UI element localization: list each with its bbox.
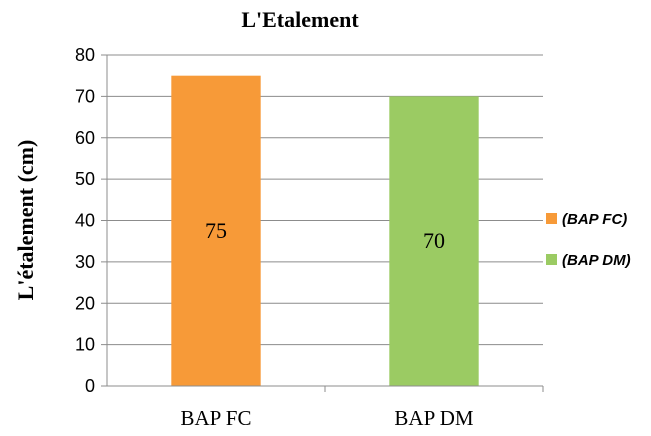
y-tick-label: 70 — [75, 86, 95, 106]
chart-title: L'Etalement — [241, 7, 359, 32]
legend-swatch — [546, 213, 557, 224]
y-axis-ticks: 0 10 20 30 40 50 60 70 80 — [75, 45, 107, 396]
data-label: 75 — [205, 218, 227, 243]
legend: (BAP FC) (BAP DM) — [546, 211, 631, 269]
data-label: 70 — [423, 228, 445, 253]
y-tick-label: 10 — [75, 335, 95, 355]
y-tick-label: 40 — [75, 211, 95, 231]
y-tick-label: 50 — [75, 169, 95, 189]
bar-0 — [171, 75, 261, 386]
y-axis-label: L'étalement (cm) — [13, 140, 38, 301]
legend-label: (BAP DM) — [562, 252, 631, 269]
x-axis-categories: BAP FC BAP DM — [180, 406, 473, 430]
bar-1 — [389, 96, 479, 386]
y-tick-label: 30 — [75, 252, 95, 272]
y-tick-label: 20 — [75, 293, 95, 313]
x-category-label: BAP FC — [180, 406, 251, 430]
legend-swatch — [546, 254, 557, 265]
y-tick-label: 80 — [75, 45, 95, 65]
axes — [106, 55, 544, 392]
x-category-label: BAP DM — [394, 406, 473, 430]
bars: 75 70 — [171, 75, 479, 386]
y-tick-label: 60 — [75, 128, 95, 148]
y-tick-label: 0 — [85, 376, 95, 396]
legend-label: (BAP FC) — [562, 211, 627, 228]
